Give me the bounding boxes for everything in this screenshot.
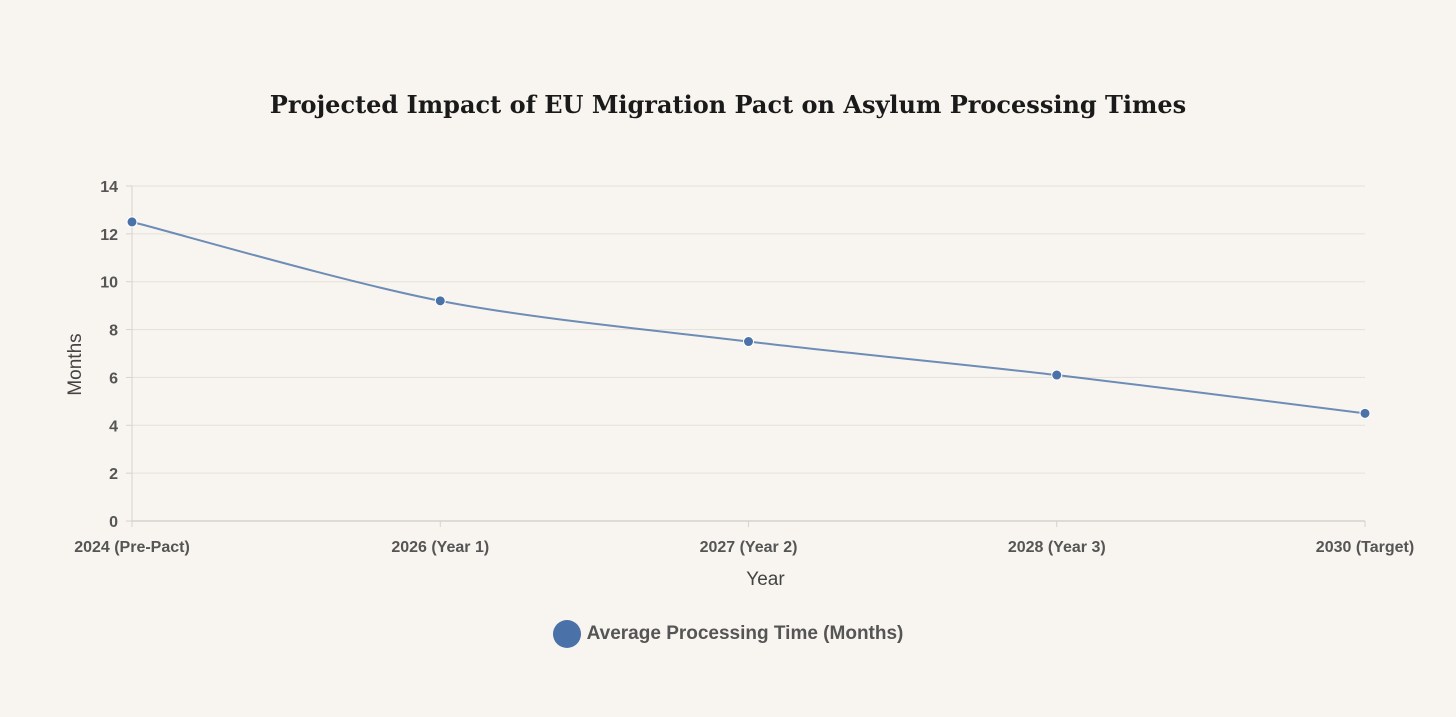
data-point[interactable]	[126, 216, 138, 228]
y-tick-label: 6	[109, 370, 118, 387]
y-tick-label: 4	[109, 418, 118, 435]
data-point[interactable]	[743, 336, 754, 348]
y-tick-label: 8	[109, 323, 118, 340]
series-line	[131, 220, 1366, 415]
chart-title: Projected Impact of EU Migration Pact on…	[269, 90, 1187, 119]
data-point[interactable]	[1051, 369, 1063, 381]
x-axis-ticks: 2024 (Pre-Pact) 2026 (Year 1) 2027 (Year 2…	[74, 539, 1414, 556]
data-points	[126, 216, 1371, 419]
y-tick-label: 10	[100, 275, 118, 292]
x-tick-label: 2028 (Year 3)	[1008, 539, 1106, 556]
y-tick-label: 2	[109, 466, 118, 483]
x-tick-label: 2024 (Pre-Pact)	[74, 539, 190, 556]
y-tick-label: 12	[100, 227, 118, 244]
data-point[interactable]	[434, 295, 446, 307]
legend[interactable]: Average Processing Time (Months)	[0, 620, 1456, 648]
y-tick-label: 14	[100, 179, 118, 196]
data-point[interactable]	[1359, 407, 1371, 419]
x-axis-title: Year	[746, 569, 785, 590]
y-axis-ticks: 0 2 4 6 8 10 12 14	[100, 179, 118, 531]
y-axis-title: Months	[65, 333, 86, 395]
x-tick-label: 2026 (Year 1)	[391, 539, 489, 556]
y-tick-label: 0	[109, 514, 118, 531]
x-tick-label: 2027 (Year 2)	[700, 539, 798, 556]
gridlines	[132, 185, 1365, 474]
legend-swatch-icon	[552, 620, 581, 648]
x-tick-label: 2030 (Target)	[1316, 539, 1414, 556]
axes	[126, 185, 1366, 527]
legend-label: Average Processing Time (Months)	[586, 623, 904, 644]
